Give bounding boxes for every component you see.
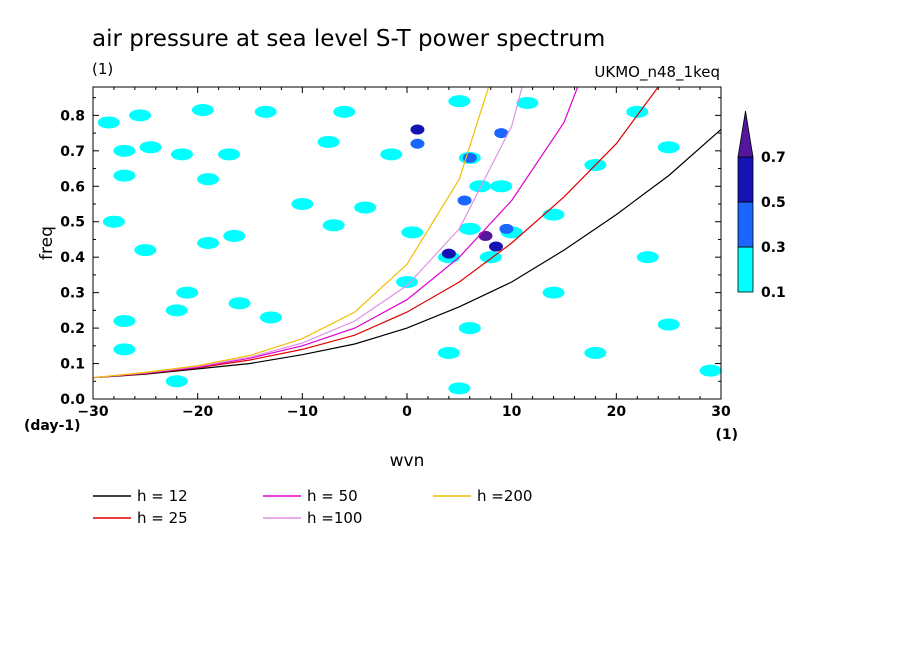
legend-label: h =200 bbox=[477, 487, 532, 505]
y-tick-label: 0.6 bbox=[60, 179, 85, 195]
contour-blob bbox=[478, 230, 493, 241]
y-axis: 0.0 0.1 0.2 0.3 0.4 0.5 0.6 0.7 0.8 bbox=[60, 97, 721, 408]
y-tick-label: 0.5 bbox=[60, 215, 85, 231]
legend-label: h = 25 bbox=[137, 509, 188, 527]
contour-blob bbox=[228, 297, 251, 310]
dataset-label: UKMO_n48_1keq bbox=[594, 63, 720, 82]
contour-blob bbox=[102, 215, 125, 228]
contour-blob bbox=[170, 148, 193, 161]
x-units-label: (1) bbox=[715, 427, 738, 443]
contour-blob bbox=[113, 144, 136, 157]
x-axis-label: wvn bbox=[390, 451, 425, 471]
x-tick-label: 20 bbox=[607, 404, 627, 420]
contour-blob bbox=[542, 286, 565, 299]
legend-label: h = 12 bbox=[137, 487, 188, 505]
contour-blob bbox=[410, 138, 425, 149]
contour-blob bbox=[657, 141, 680, 154]
contour-blob bbox=[165, 375, 188, 388]
plot-frame bbox=[92, 86, 722, 400]
contour-blob bbox=[254, 105, 277, 118]
colorbar-label: 0.7 bbox=[761, 150, 786, 166]
contour-blob bbox=[494, 128, 509, 139]
series-line bbox=[93, 87, 490, 379]
y-tick-label: 0.0 bbox=[60, 392, 85, 408]
contour-blob bbox=[542, 208, 565, 221]
contour-blob bbox=[437, 346, 460, 359]
legend-label: h = 50 bbox=[307, 487, 358, 505]
contour-blob bbox=[113, 169, 136, 182]
contour-blob bbox=[490, 180, 513, 193]
legend-label: h =100 bbox=[307, 509, 362, 527]
x-axis: −30 −20 −10 0 10 20 30 bbox=[77, 87, 731, 420]
contour-blob bbox=[448, 95, 471, 108]
colorbar-swatch bbox=[737, 246, 754, 293]
y-tick-label: 0.8 bbox=[60, 108, 85, 124]
contour-field bbox=[97, 95, 721, 395]
x-tick-label: −30 bbox=[77, 404, 108, 420]
colorbar-label: 0.3 bbox=[761, 240, 786, 256]
x-tick-label: 0 bbox=[402, 404, 412, 420]
units-label: (1) bbox=[92, 60, 113, 78]
contour-blob bbox=[354, 201, 377, 214]
x-tick-label: −20 bbox=[182, 404, 213, 420]
contour-blob bbox=[458, 222, 481, 235]
contour-blob bbox=[113, 343, 136, 356]
y-tick-label: 0.4 bbox=[60, 250, 85, 266]
contour-blob bbox=[699, 364, 721, 377]
contour-blob bbox=[191, 104, 214, 117]
contour-blob bbox=[516, 96, 539, 109]
contour-blob bbox=[113, 315, 136, 327]
contour-blob bbox=[223, 229, 246, 242]
y-axis-label: freq bbox=[37, 226, 57, 260]
colorbar-label: 0.5 bbox=[761, 195, 786, 211]
series-line bbox=[93, 87, 659, 379]
chart-title: air pressure at sea level S-T power spec… bbox=[92, 26, 605, 52]
y-tick-label: 0.7 bbox=[60, 144, 85, 160]
colorbar-swatch bbox=[737, 156, 754, 203]
contour-blob bbox=[333, 105, 356, 118]
colorbar-extend-arrow bbox=[737, 110, 754, 158]
contour-blob bbox=[410, 124, 425, 135]
contour-blob bbox=[197, 173, 220, 186]
contour-blob bbox=[657, 318, 680, 331]
colorbar: 0.1 0.3 0.5 0.7 bbox=[737, 110, 786, 301]
contour-blob bbox=[259, 311, 282, 324]
contour-blob bbox=[97, 116, 120, 129]
x-tick-label: 30 bbox=[711, 404, 731, 420]
dispersion-curves bbox=[93, 87, 721, 379]
contour-blob bbox=[197, 237, 220, 249]
contour-blob bbox=[441, 248, 456, 259]
contour-blob bbox=[129, 109, 152, 122]
y-units-label: (day-1) bbox=[24, 418, 81, 434]
series-line bbox=[93, 129, 721, 379]
contour-blob bbox=[218, 148, 241, 161]
y-tick-label: 0.1 bbox=[60, 357, 85, 373]
x-tick-label: 10 bbox=[502, 404, 522, 420]
contour-blob bbox=[499, 223, 514, 234]
y-tick-label: 0.3 bbox=[60, 286, 85, 302]
contour-blob bbox=[584, 346, 607, 359]
contour-blob bbox=[317, 135, 340, 148]
contour-blob bbox=[139, 141, 162, 154]
y-tick-label: 0.2 bbox=[60, 321, 85, 337]
colorbar-swatch bbox=[737, 201, 754, 248]
contour-blob bbox=[488, 241, 503, 252]
colorbar-label: 0.1 bbox=[761, 285, 786, 301]
series-line bbox=[93, 87, 523, 379]
x-tick-label: −10 bbox=[287, 404, 318, 420]
contour-blob bbox=[458, 322, 481, 335]
contour-blob bbox=[380, 148, 403, 161]
contour-blob bbox=[291, 198, 314, 210]
contour-blob bbox=[401, 226, 424, 239]
contour-blob bbox=[448, 382, 471, 395]
contour-blob bbox=[457, 195, 472, 206]
legend: h = 12 h = 25 h = 50 h =100 h =200 bbox=[93, 487, 532, 527]
contour-blob bbox=[469, 180, 492, 193]
contour-blob bbox=[176, 286, 199, 299]
contour-blob bbox=[134, 244, 157, 257]
contour-blob bbox=[165, 304, 188, 317]
contour-blob bbox=[636, 251, 659, 264]
contour-blob bbox=[322, 219, 345, 232]
